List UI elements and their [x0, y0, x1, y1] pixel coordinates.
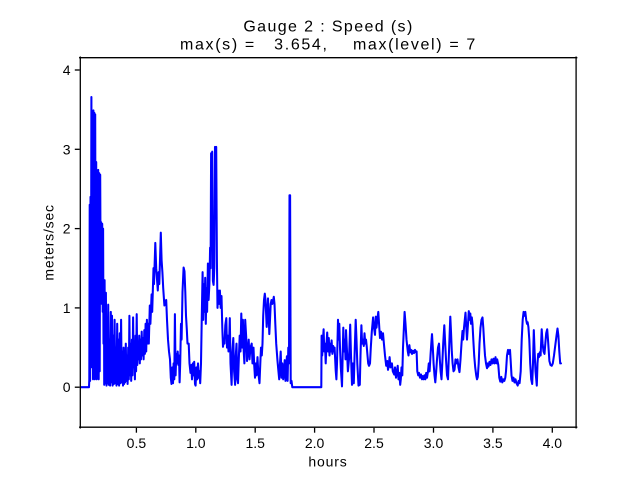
svg-text:4: 4	[63, 62, 71, 78]
svg-text:max(s) = 3.654, max(level: max(s) = 3.654, max(level) = 7	[180, 36, 477, 53]
svg-text:3.0: 3.0	[424, 435, 444, 451]
svg-text:2.5: 2.5	[364, 435, 384, 451]
svg-text:hours: hours	[308, 454, 347, 470]
svg-text:1.0: 1.0	[186, 435, 206, 451]
svg-text:Gauge 2 : Speed (s): Gauge 2 : Speed (s)	[243, 19, 413, 36]
svg-text:meters/sec: meters/sec	[41, 204, 57, 280]
svg-text:2.0: 2.0	[305, 435, 325, 451]
svg-text:1.5: 1.5	[245, 435, 265, 451]
svg-text:3: 3	[63, 141, 71, 157]
svg-text:3.5: 3.5	[483, 435, 503, 451]
svg-text:2: 2	[63, 221, 71, 237]
svg-text:4.0: 4.0	[543, 435, 563, 451]
svg-text:0: 0	[63, 379, 71, 395]
svg-text:0.5: 0.5	[127, 435, 147, 451]
svg-text:1: 1	[63, 300, 71, 316]
